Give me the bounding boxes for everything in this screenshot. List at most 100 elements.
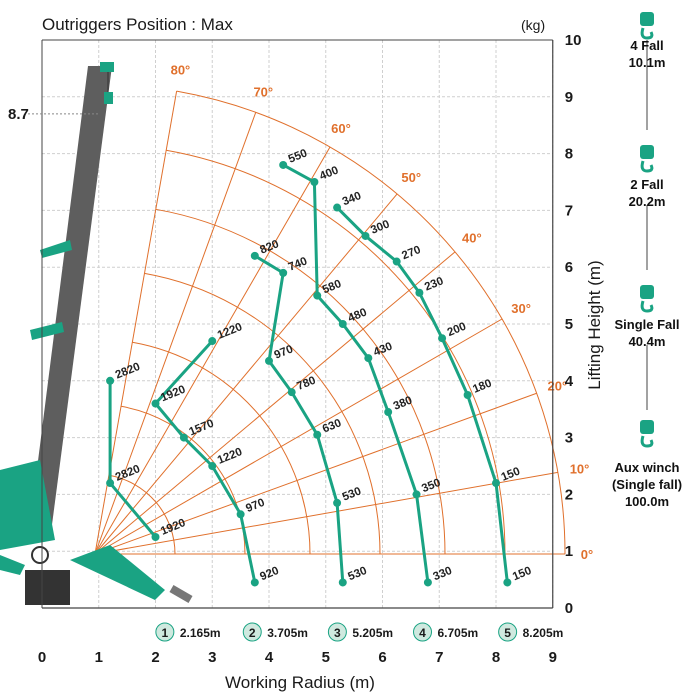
y-tick-label: 9 [565,89,573,106]
boom-section-length: 8.205m [523,626,564,640]
y-tick-label: 7 [565,202,573,219]
boom-angle-line [94,392,537,555]
boom-angle-line [94,471,558,555]
hook-config-label: Aux winch [614,460,679,475]
x-tick-label: 8 [492,649,500,666]
load-point [412,490,421,499]
crane-column [0,460,55,550]
load-point [333,203,342,212]
load-point [250,251,259,260]
y-tick-label: 0 [565,600,573,617]
boom-body [28,66,112,540]
load-value-label: 300 [369,218,391,236]
boom-section-number: 2 [249,626,256,640]
load-point [287,388,296,397]
boom-section-badge [413,622,433,642]
load-point [151,533,160,541]
boom-section-length: 3.705m [267,626,308,640]
boom-bracket [30,322,64,340]
hook-icon [640,27,654,40]
boom-section-badge [155,622,175,642]
load-point [313,291,322,300]
outrigger-pad [169,585,193,603]
load-point [492,479,500,488]
load-value-label: 550 [287,147,309,165]
load-labels: 2820282019201220192015701220970920820740… [106,147,533,587]
load-value-label: 480 [346,306,368,324]
boom-section-length: 5.205m [352,626,393,640]
x-tick-label: 5 [322,649,330,666]
load-value-label: 1570 [188,418,216,439]
boom-angle-label: 0° [581,547,593,562]
reach-arc [176,90,566,555]
load-value-label: 740 [287,255,309,273]
boom-angle-label: 30° [511,301,531,316]
load-curve [336,206,509,583]
load-value-label: 530 [341,485,363,503]
boom-angle-line [94,193,398,555]
load-point [415,288,424,297]
x-tick-label: 7 [435,649,443,666]
boom-section-number: 5 [504,626,511,640]
hook-config-length: 100.0m [625,494,669,509]
load-value-label: 630 [321,417,343,435]
load-point [279,268,288,277]
load-value-label: 180 [471,377,493,395]
boom-section-number: 1 [162,626,169,640]
y-tick-label: 6 [565,259,573,276]
reach-arc [144,272,381,555]
load-curve [153,340,257,583]
load-point [338,578,347,587]
load-point [310,178,319,186]
x-tick-label: 9 [549,649,557,666]
load-value-label: 780 [295,375,317,393]
boom-hook [104,92,113,104]
load-value-label: 330 [432,565,454,583]
load-point [361,231,370,240]
load-curves [108,163,509,583]
y-tick-label: 8 [565,146,573,163]
boom-angle-line [94,318,503,555]
boom-angle-label: 80° [171,62,191,77]
hook-icon [640,435,654,448]
y-tick-label: 4 [565,373,574,390]
load-value-label: 970 [244,497,266,515]
load-point [250,578,259,587]
x-tick-label: 6 [378,649,386,666]
chart-grid [42,39,554,608]
boom-angle-label: 40° [462,231,482,246]
load-point [151,399,160,408]
boom-angle-line [94,112,257,555]
load-point [503,578,512,587]
hook-icon [640,300,654,313]
load-value-label: 920 [258,565,280,583]
load-value-label: 380 [392,395,414,413]
y-tick-label: 1 [565,543,573,560]
hook-block [640,12,654,26]
load-point [236,510,245,519]
y-tick-label: 3 [565,430,573,447]
boom-angle-lines: 80°70°60°50°40°30°20°10°0° [94,62,593,562]
outrigger-right [70,545,165,600]
load-point [208,462,217,470]
outrigger-left [0,555,25,575]
x-tick-label: 4 [265,649,274,666]
hook-config-sublabel: (Single fall) [612,477,682,492]
boom-angle-label: 10° [570,462,590,477]
load-point [384,408,393,417]
hook-config-length: 20.2m [629,194,666,209]
hook-configurations: 4 Fall 10.1m 2 Fall 20.2m Single Fall 40.4m Au… [612,12,682,509]
load-value-label: 270 [400,244,422,262]
load-value-label: 400 [318,164,340,182]
load-value-label: 340 [341,190,363,208]
crane-pivot [31,546,49,564]
boom-section-length: 2.165m [180,626,221,640]
hook-config-label: 4 Fall [630,38,663,53]
hook-config-label: 2 Fall [630,177,663,192]
boom-angle-label: 70° [253,85,273,100]
load-point [438,334,447,343]
boom-section-length: 6.705m [438,626,479,640]
load-value-label: 430 [372,341,394,359]
boom-section-badge [327,622,347,642]
